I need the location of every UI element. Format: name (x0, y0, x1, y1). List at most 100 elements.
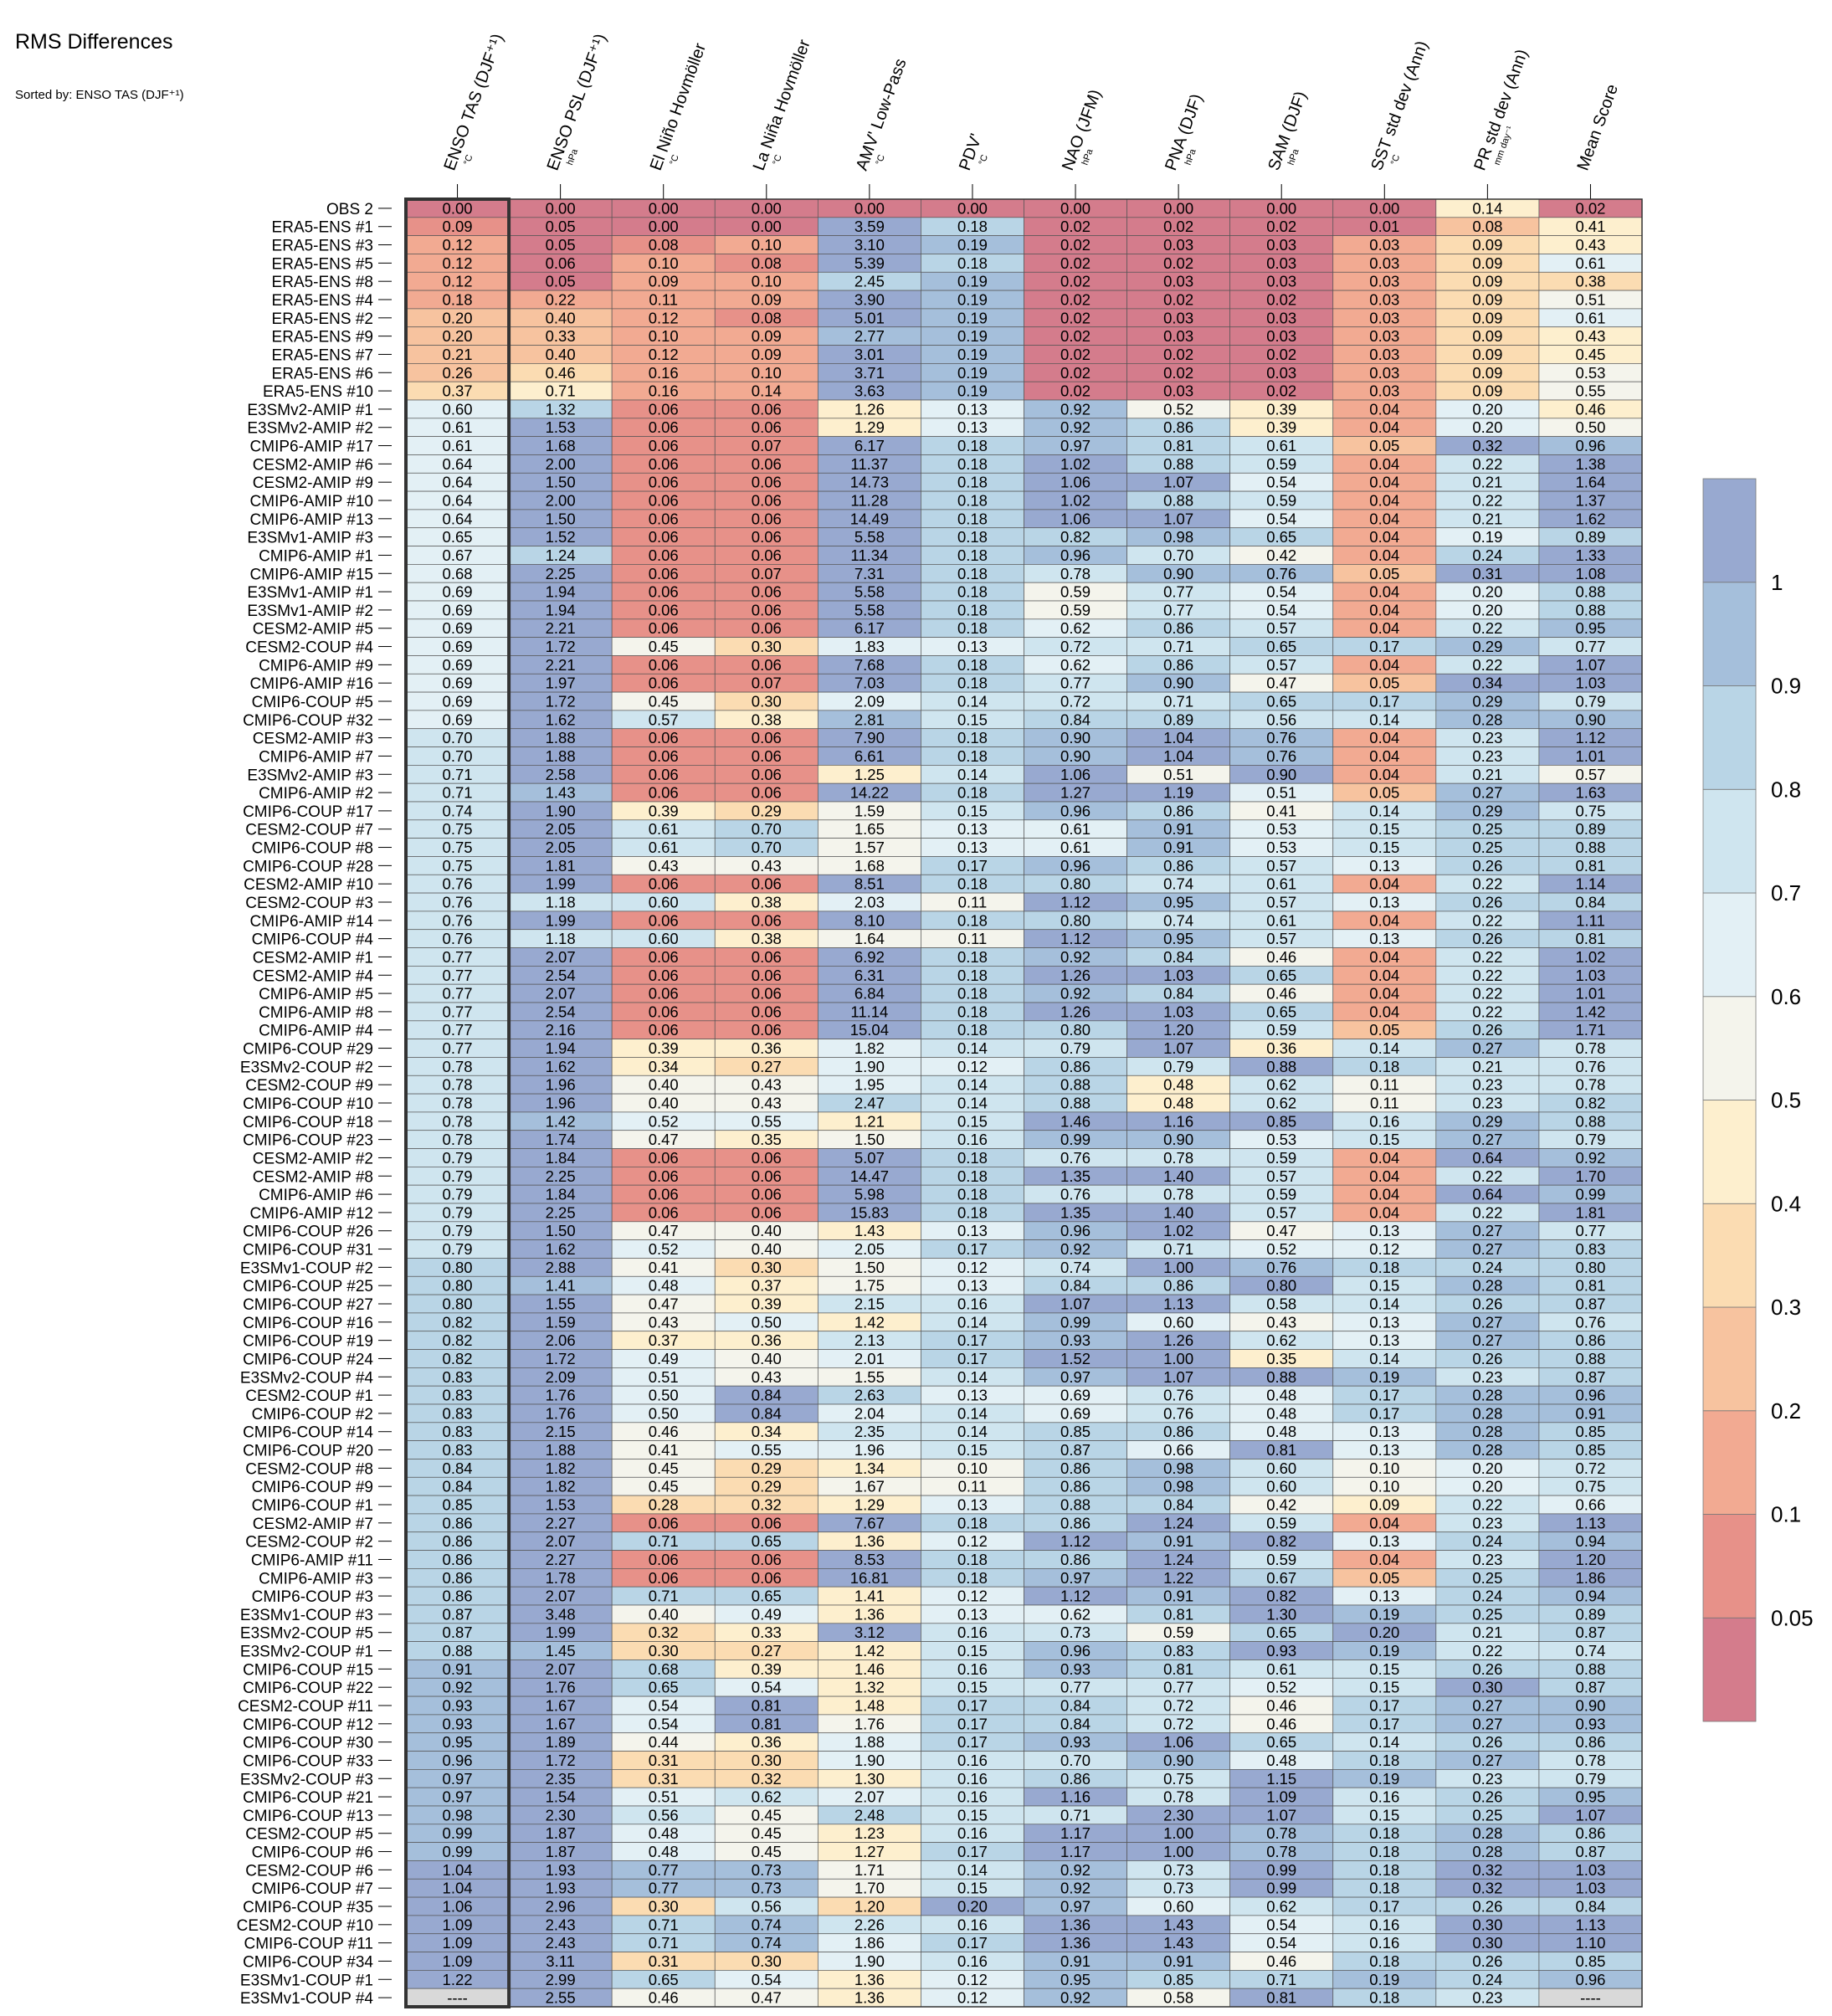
cell-value: 3.10 (854, 236, 885, 254)
row-label: CMIP6-AMIP #10 (250, 493, 373, 510)
cell-value: 1.67 (546, 1697, 576, 1715)
cell-value: 1.07 (1060, 1295, 1090, 1313)
cell-value: 0.16 (957, 1131, 988, 1148)
cell-value: 2.09 (854, 693, 885, 710)
cell-value: 1.46 (854, 1660, 885, 1678)
cell-value: 7.03 (854, 675, 885, 692)
cell-value: 0.92 (1060, 1989, 1090, 2007)
row-label: CMIP6-COUP #31 (243, 1242, 373, 1259)
cell-value: 1.76 (546, 1387, 576, 1404)
cell-value: 0.45 (1575, 346, 1605, 363)
cell-value: 0.91 (1163, 1588, 1193, 1605)
cell-value: 0.97 (1060, 1368, 1090, 1386)
cell-value: 1.02 (1060, 455, 1090, 473)
row-label: CMIP6-COUP #15 (243, 1661, 373, 1679)
cell-value: 0.90 (1163, 565, 1193, 582)
cell-value: 0.18 (957, 967, 988, 984)
cell-value: 0.95 (443, 1733, 473, 1751)
cell-value: 1.42 (854, 1313, 885, 1331)
cell-value: 1.46 (1060, 1112, 1090, 1130)
cell-value: 0.45 (752, 1843, 782, 1860)
cell-value: 0.10 (752, 364, 782, 382)
cell-value: 0.64 (443, 510, 473, 527)
cell-value: 1.99 (546, 911, 576, 929)
cell-value: 0.79 (1575, 1770, 1605, 1788)
cell-value: 0.59 (1266, 1551, 1296, 1568)
cell-value: 0.06 (649, 967, 679, 984)
cell-value: 0.09 (1472, 346, 1502, 363)
cell-value: 0.91 (443, 1660, 473, 1678)
cell-value: 1.13 (1575, 1514, 1605, 1531)
cell-value: 0.09 (1472, 382, 1502, 400)
row-label: CMIP6-AMIP #11 (251, 1552, 373, 1569)
cell-value: 0.06 (649, 875, 679, 893)
cell-value: 0.50 (752, 1313, 782, 1331)
cell-value: 0.02 (1060, 327, 1090, 345)
cell-value: 0.15 (1369, 1131, 1399, 1148)
cell-value: 0.31 (649, 1952, 679, 1970)
cell-value: 0.43 (649, 857, 679, 875)
cell-value: 0.17 (1369, 1697, 1399, 1715)
cell-value: 0.54 (649, 1697, 679, 1715)
cell-value: 1.84 (546, 1149, 576, 1167)
cell-value: 1.88 (546, 747, 576, 765)
cell-value: 0.06 (752, 1203, 782, 1221)
cell-value: 0.86 (1163, 656, 1193, 674)
cell-value: 0.76 (1060, 1149, 1090, 1167)
cell-value: 0.18 (957, 675, 988, 692)
cell-value: 0.65 (1266, 1003, 1296, 1020)
cell-value: 1.43 (1163, 1916, 1193, 1933)
cell-value: 0.88 (1575, 583, 1605, 601)
cell-value: 1.25 (854, 766, 885, 783)
cell-value: 1.24 (1163, 1551, 1193, 1568)
cell-value: 0.59 (1266, 1021, 1296, 1039)
cell-value: 1.12 (1060, 1532, 1090, 1550)
cell-value: 0.84 (752, 1387, 782, 1404)
cell-value: 0.27 (752, 1642, 782, 1659)
cell-value: 3.12 (854, 1624, 885, 1641)
cell-value: 0.18 (957, 254, 988, 272)
cell-value: 1.53 (546, 418, 576, 436)
cell-value: 1.74 (546, 1131, 576, 1148)
cell-value: 0.06 (752, 1149, 782, 1167)
cell-value: 0.20 (1472, 1459, 1502, 1477)
cell-value: 0.87 (1575, 1679, 1605, 1696)
cell-value: 0.87 (443, 1605, 473, 1623)
cell-value: 0.80 (1060, 1021, 1090, 1039)
cell-value: 0.72 (1163, 1697, 1193, 1715)
cell-value: 0.40 (546, 309, 576, 326)
cell-value: 0.70 (752, 820, 782, 838)
cell-value: 1.30 (854, 1770, 885, 1788)
cell-value: 0.84 (1060, 1697, 1090, 1715)
cell-value: 1.96 (546, 1076, 576, 1094)
cell-value: 0.27 (1472, 1715, 1502, 1732)
cell-value: 0.14 (1369, 710, 1399, 728)
cell-value: 0.41 (649, 1441, 679, 1459)
cell-value: 0.08 (1472, 218, 1502, 235)
cell-value: 0.13 (957, 1605, 988, 1623)
cell-value: 1.06 (1060, 766, 1090, 783)
cell-value: 2.07 (546, 1532, 576, 1550)
cell-value: 0.73 (752, 1861, 782, 1879)
cell-value: 0.59 (1266, 1186, 1296, 1203)
cell-value: 0.98 (1163, 1478, 1193, 1495)
cell-value: 0.51 (1266, 784, 1296, 802)
cell-value: 1.03 (1575, 967, 1605, 984)
cell-value: 1.65 (854, 820, 885, 838)
cell-value: 0.13 (1369, 894, 1399, 911)
cell-value: 0.67 (443, 546, 473, 564)
cell-value: 0.71 (443, 766, 473, 783)
row-label: CESM2-COUP #6 (245, 1862, 373, 1880)
cell-value: 2.00 (546, 455, 576, 473)
cell-value: 0.34 (752, 1423, 782, 1440)
cell-value: 0.66 (1575, 1496, 1605, 1514)
cell-value: 0.95 (1163, 894, 1193, 911)
cell-value: 0.76 (443, 930, 473, 947)
colorbar-swatch (1702, 1514, 1757, 1618)
cell-value: 0.00 (752, 199, 782, 217)
row-label: CMIP6-COUP #10 (243, 1095, 373, 1113)
cell-value: 1.75 (854, 1277, 885, 1295)
cell-value: 0.06 (752, 875, 782, 893)
cell-value: 0.06 (752, 784, 782, 802)
cell-value: 0.84 (1060, 1277, 1090, 1295)
